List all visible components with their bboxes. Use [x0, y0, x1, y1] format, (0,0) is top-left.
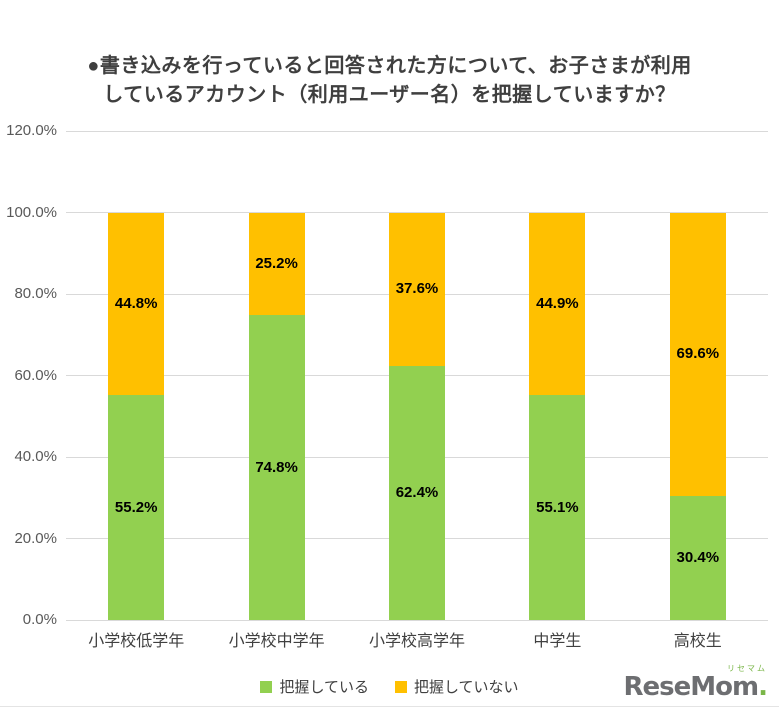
bar-segment-grasp [389, 365, 445, 620]
bar-segment-not-grasp [389, 212, 445, 366]
x-axis-category-label: 高校生 [673, 633, 722, 650]
legend-item-not-grasp: 把握していない [395, 676, 519, 697]
chart-title: ●書き込みを行っていると回答された方について、お子さまが利用 しているアカウント… [0, 52, 779, 110]
x-axis-category-label: 中学生 [533, 633, 582, 650]
bar-value-label: 44.8% [114, 294, 158, 312]
x-axis-category-label: 小学校高学年 [368, 633, 465, 650]
page-bottom-divider [0, 706, 779, 707]
y-axis-tick-label: 20.0% [14, 529, 57, 547]
legend-label-not-grasp: 把握していない [414, 679, 519, 696]
bar-segment-not-grasp [248, 212, 305, 316]
resemom-logo-period: . [758, 672, 768, 702]
y-axis-tick-label: 80.0% [14, 285, 57, 302]
bar-segment-grasp [108, 395, 165, 620]
bar-value-label: 55.1% [536, 498, 579, 516]
y-axis-tick-label: 120.0% [6, 122, 57, 139]
y-axis-tick-label: 0.0% [22, 611, 57, 628]
bar-value-label: 62.4% [395, 483, 439, 501]
resemom-logo-text: ReseMom [623, 672, 760, 702]
bar-segment-not-grasp [669, 212, 726, 497]
gridline [66, 130, 768, 132]
chart-title-line1: ●書き込みを行っていると回答された方について、お子さまが利用 [87, 55, 692, 77]
bar-segment-grasp [529, 395, 586, 620]
bar-value-label: 25.2% [255, 254, 298, 272]
legend-swatch-not-grasp-icon [395, 680, 407, 693]
y-axis-tick-label: 40.0% [14, 448, 57, 465]
bar-value-label: 44.9% [536, 294, 579, 312]
legend: 把握している 把握していない [0, 676, 779, 697]
bar-segment-not-grasp [529, 212, 586, 396]
bar-value-label: 55.2% [114, 498, 158, 516]
resemom-logo: リセマム ReseMom. [623, 664, 768, 702]
bar-segment-not-grasp [108, 212, 165, 396]
bar-value-label: 69.6% [676, 345, 720, 363]
legend-item-grasp: 把握している [260, 676, 369, 697]
y-axis-tick-label: 100.0% [6, 203, 57, 221]
legend-label-grasp: 把握している [279, 679, 369, 696]
gridline [66, 619, 768, 621]
bar-segment-grasp [248, 315, 305, 620]
resemom-logo-wordmark: ReseMom. [623, 672, 768, 702]
chart-title-line2: しているアカウント（利用ユーザー名）を把握していますか？ [103, 84, 676, 106]
resemom-logo-kana: リセマム [727, 664, 767, 673]
bar-value-label: 30.4% [676, 549, 720, 567]
bar-segment-grasp [669, 496, 726, 620]
y-axis-tick-label: 60.0% [14, 366, 57, 384]
x-axis-category-label: 小学校中学年 [228, 633, 325, 650]
legend-swatch-grasp-icon [260, 680, 273, 693]
x-axis-category-label: 小学校低学年 [88, 633, 185, 650]
bar-value-label: 37.6% [395, 280, 439, 298]
bar-value-label: 74.8% [255, 458, 298, 476]
